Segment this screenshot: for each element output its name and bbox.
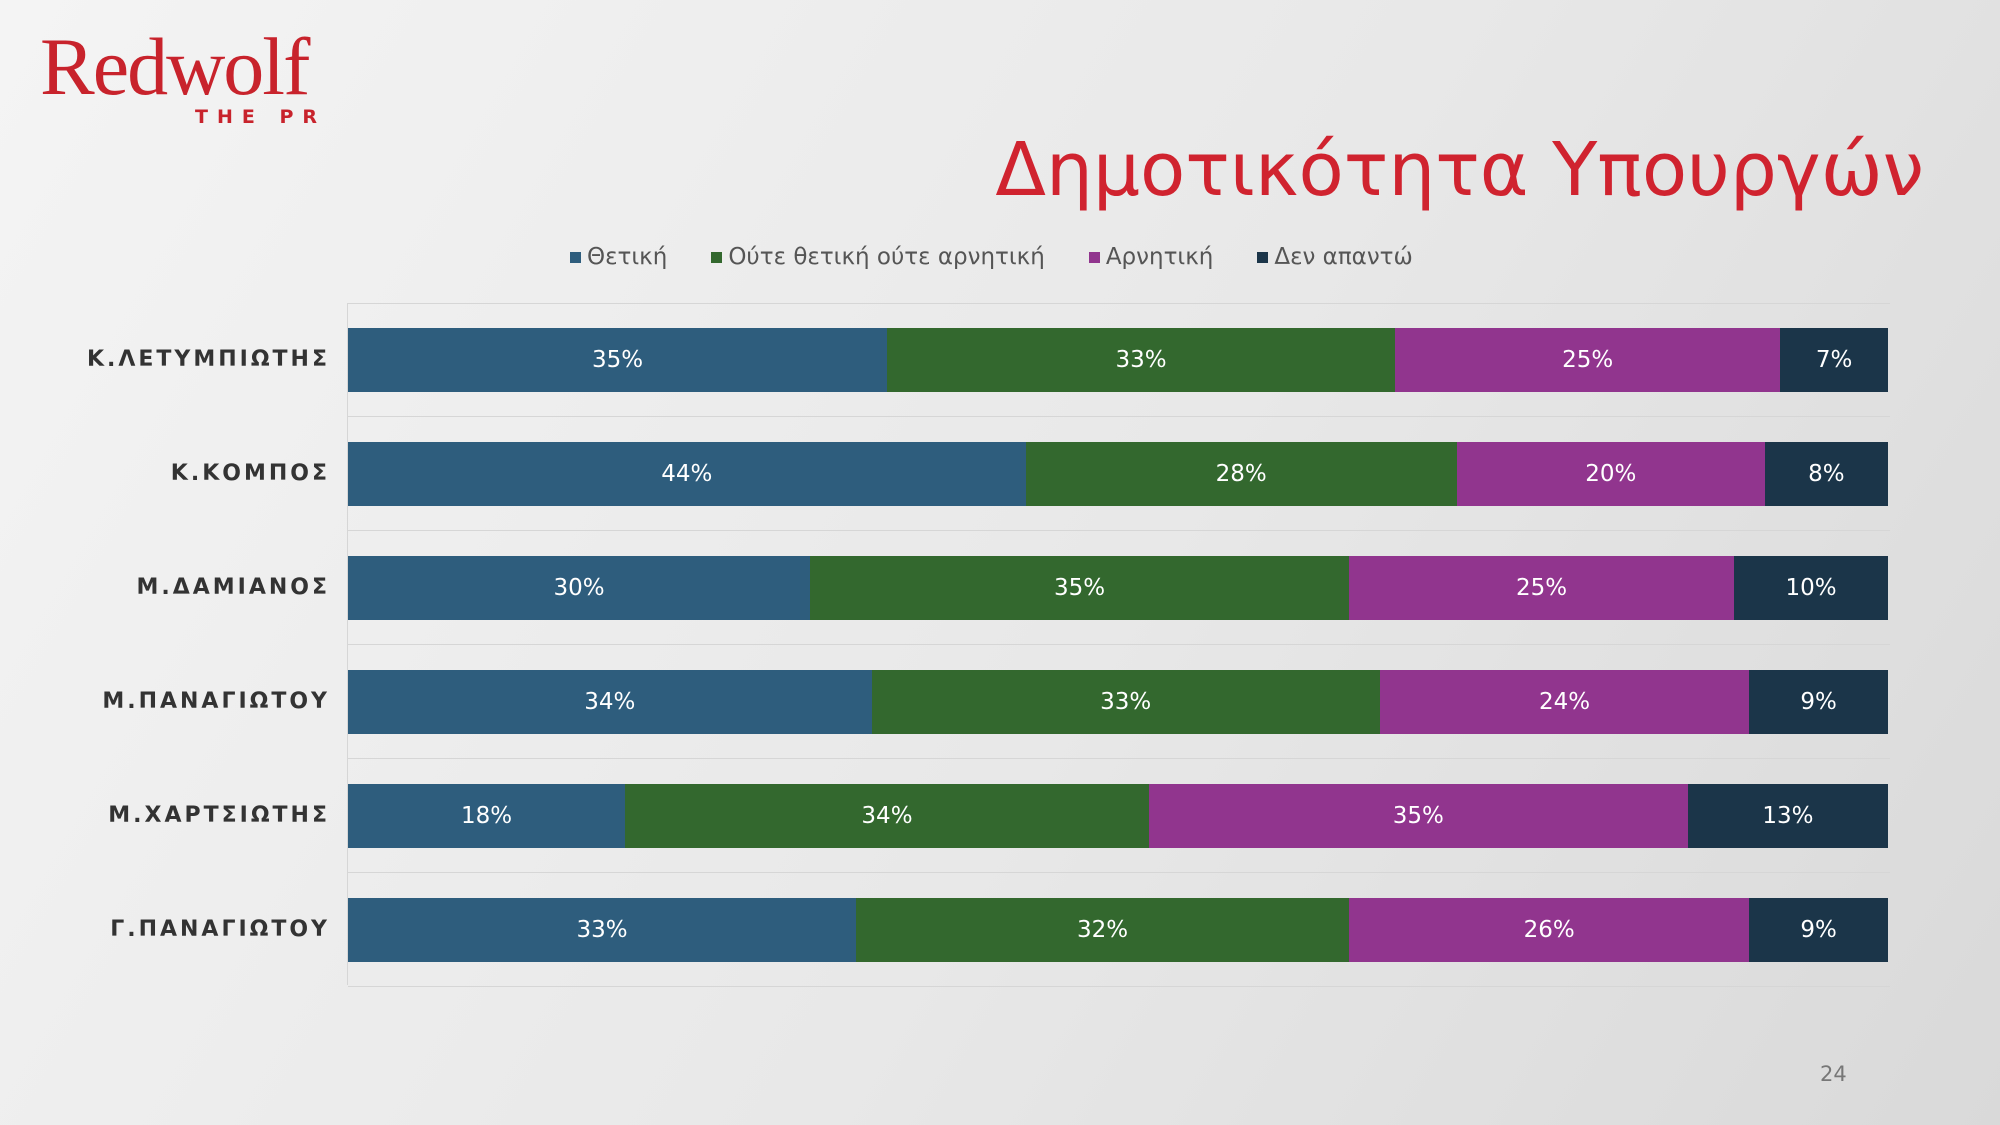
bar-segment: 35% [810,556,1349,620]
data-label: 34% [861,803,913,829]
category-label: Μ.ΔΑΜΙΑΝΟΣ [136,575,330,600]
legend-item: Αρνητική [1088,244,1214,270]
bar-segment: 33% [871,670,1380,734]
chart-legend: Θετική Ούτε θετική ούτε αρνητική Αρνητική Δ… [570,242,1413,272]
category-label: Μ.ΠΑΝΑΓΙΩΤΟΥ [102,689,330,714]
bar-segment: 25% [1349,556,1734,620]
data-label: 30% [553,575,605,601]
gridline [348,986,1890,987]
bar-segment: 34% [348,670,872,734]
gridline [348,644,1890,645]
data-label: 34% [584,689,636,715]
bar-segment: 9% [1749,898,1888,962]
data-label: 10% [1785,575,1837,601]
legend-swatch [570,251,581,263]
bar-row: Γ.ΠΑΝΑΓΙΩΤΟΥ 33% 32% 26% 9% [110,873,1890,987]
gridline [348,416,1890,417]
logo-wordmark: Redwolf [40,21,310,112]
data-label: 24% [1539,689,1591,715]
bar-segment: 32% [856,898,1349,962]
data-label: 13% [1762,803,1814,829]
legend-item: Θετική [570,244,667,270]
data-label: 32% [1077,917,1129,943]
category-label: Γ.ΠΑΝΑΓΙΩΤΟΥ [110,917,330,942]
bar-segment: 10% [1734,556,1888,620]
legend-swatch [1257,251,1269,263]
bar-segment: 33% [887,328,1396,392]
legend-swatch [1088,251,1100,263]
data-label: 33% [1115,347,1167,373]
data-label: 26% [1523,917,1575,943]
data-label: 9% [1800,917,1837,943]
gridline [348,303,1890,304]
data-label: 28% [1215,461,1267,487]
stacked-bar: 44% 28% 20% 8% [348,442,1888,506]
legend-item: Ούτε θετική ούτε αρνητική [711,244,1045,270]
bar-segment: 25% [1395,328,1781,392]
data-label: 35% [1392,803,1444,829]
legend-label: Θετική [587,244,668,270]
gridline [348,530,1890,531]
bar-segment: 24% [1379,670,1750,734]
bar-segment: 7% [1780,328,1888,392]
category-label: Κ.ΛΕΤΥΜΠΙΩΤΗΣ [86,347,330,372]
stacked-bar: 35% 33% 25% 7% [348,328,1888,392]
category-label: Μ.ΧΑΡΤΣΙΩΤΗΣ [108,803,330,828]
data-label: 25% [1562,347,1614,373]
bar-row: Μ.ΧΑΡΤΣΙΩΤΗΣ 18% 34% 35% 13% [108,759,1890,873]
bar-segment: 33% [348,898,857,962]
data-label: 20% [1585,461,1637,487]
data-label: 33% [576,917,628,943]
bar-segment: 44% [348,442,1026,506]
bar-segment: 30% [348,556,810,620]
bar-segment: 20% [1456,442,1765,506]
bar-row: Κ.ΚΟΜΠΟΣ 44% 28% 20% 8% [171,417,1890,531]
legend-swatch [711,251,723,263]
data-label: 18% [461,803,513,829]
stacked-bar: 33% 32% 26% 9% [348,898,1888,962]
bar-segment: 18% [348,784,626,848]
data-label: 44% [661,461,713,487]
data-label: 25% [1515,575,1568,601]
legend-item: Δεν απαντώ [1257,244,1413,270]
data-label: 35% [1053,575,1106,601]
stacked-bar: 18% 34% 35% 13% [348,784,1888,848]
bar-segment: 28% [1025,442,1457,506]
bar-row: Μ.ΠΑΝΑΓΙΩΤΟΥ 34% 33% 24% 9% [102,645,1890,759]
logo: Redwolf THE PR [40,21,340,129]
data-label: 33% [1100,689,1152,715]
data-label: 9% [1800,689,1837,715]
bar-row: Μ.ΔΑΜΙΑΝΟΣ 30% 35% 25% 10% [136,531,1890,645]
page-number: 24 [1820,1062,1847,1086]
legend-label: Δεν απαντώ [1274,244,1413,270]
data-label: 8% [1808,461,1845,487]
bar-segment: 26% [1348,898,1750,962]
data-label: 7% [1815,347,1853,373]
gridline [348,872,1890,873]
bar-segment: 35% [348,328,887,392]
chart-plot-area: Κ.ΛΕΤΥΜΠΙΩΤΗΣ 35% 33% 25% 7% Κ.ΚΟΜΠΟΣ 44% 28% 20… [87,303,1890,987]
bar-segment: 34% [625,784,1149,848]
gridline [348,758,1890,759]
bar-segment: 35% [1148,784,1688,848]
data-label: 35% [591,347,644,373]
stacked-bar: 34% 33% 24% 9% [348,670,1888,734]
bar-segment: 13% [1687,784,1888,848]
bar-segment: 9% [1749,670,1888,734]
stacked-bar: 30% 35% 25% 10% [348,556,1888,620]
logo-tagline: THE PR [195,106,327,128]
slide-title: Δημοτικότητα Υπουργών [995,127,1924,213]
category-label: Κ.ΚΟΜΠΟΣ [170,461,330,486]
legend-label: Ούτε θετική ούτε αρνητική [728,244,1045,270]
bar-row: Κ.ΛΕΤΥΜΠΙΩΤΗΣ 35% 33% 25% 7% [87,303,1890,417]
bar-segment: 8% [1764,442,1888,506]
legend-label: Αρνητική [1105,244,1214,270]
